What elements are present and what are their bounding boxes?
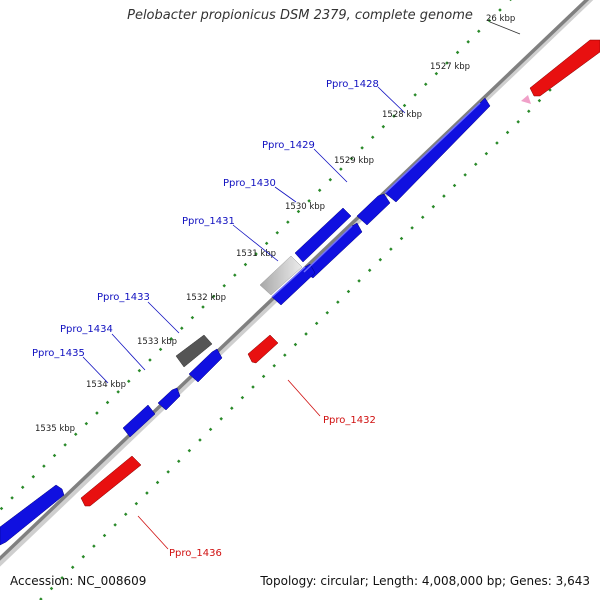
gene-label-ppro-1435[interactable]: Ppro_1435	[32, 348, 85, 359]
pink-marker	[521, 95, 531, 104]
reverse-label-lines	[137, 379, 321, 550]
gene-ppro-1433-dark[interactable]	[175, 334, 213, 368]
tick-label: 1535 kbp	[35, 424, 75, 434]
gene-ppro-1435[interactable]	[157, 387, 181, 411]
gene-label-ppro-1428[interactable]: Ppro_1428	[326, 79, 379, 90]
tick-label: 1533 kbp	[137, 337, 177, 347]
gene-ppro-1432[interactable]	[247, 334, 279, 364]
forward-genes	[0, 97, 491, 546]
gene-label-ppro-1430[interactable]: Ppro_1430	[223, 178, 276, 189]
genome-title: Pelobacter propionicus DSM 2379, complet…	[127, 8, 473, 23]
gene-label-ppro-1433[interactable]: Ppro_1433	[97, 292, 150, 303]
gene-ppro-1430b[interactable]	[294, 207, 352, 263]
tick-label: 1530 kbp	[285, 202, 325, 212]
reverse-genes	[80, 39, 600, 507]
gene-ppro-1429[interactable]	[356, 193, 391, 226]
tick-label: 1531 kbp	[236, 249, 276, 259]
gene-label-ppro-1434[interactable]: Ppro_1434	[60, 324, 113, 335]
gene-label-ppro-1429[interactable]: Ppro_1429	[262, 140, 315, 151]
forward-label-lines	[82, 86, 406, 384]
gene-labels: Ppro_1428 Ppro_1429 Ppro_1430 Ppro_1431 …	[32, 79, 379, 559]
accession-text: Accession: NC_008609	[10, 574, 147, 588]
gene-ppro-1431-light[interactable]	[259, 255, 303, 296]
inner-tick-track	[39, 38, 600, 600]
gene-far-left[interactable]	[0, 484, 65, 546]
gene-label-ppro-1436[interactable]: Ppro_1436	[169, 548, 222, 559]
gene-ppro-1436[interactable]	[80, 455, 142, 507]
outer-tick-track	[0, 0, 512, 512]
tick-marks	[489, 21, 521, 35]
gene-ppro-1434[interactable]	[188, 348, 223, 383]
tick-label: 1534 kbp	[86, 380, 126, 390]
gene-top-right-reverse[interactable]	[529, 39, 600, 97]
tick-label: 26 kbp	[486, 14, 515, 24]
tick-label: 1529 kbp	[334, 156, 374, 166]
topology-text: Topology: circular; Length: 4,008,000 bp…	[260, 574, 590, 588]
gene-label-ppro-1431[interactable]: Ppro_1431	[182, 216, 235, 227]
other-genes	[175, 95, 531, 368]
tick-label: 1527 kbp	[430, 62, 470, 72]
tick-label: 1528 kbp	[382, 110, 422, 120]
tick-labels: 26 kbp 1527 kbp 1528 kbp 1529 kbp 1530 k…	[35, 14, 515, 434]
gene-label-ppro-1432[interactable]: Ppro_1432	[323, 415, 376, 426]
gene-ppro-1435b[interactable]	[122, 404, 156, 438]
tick-label: 1532 kbp	[186, 293, 226, 303]
